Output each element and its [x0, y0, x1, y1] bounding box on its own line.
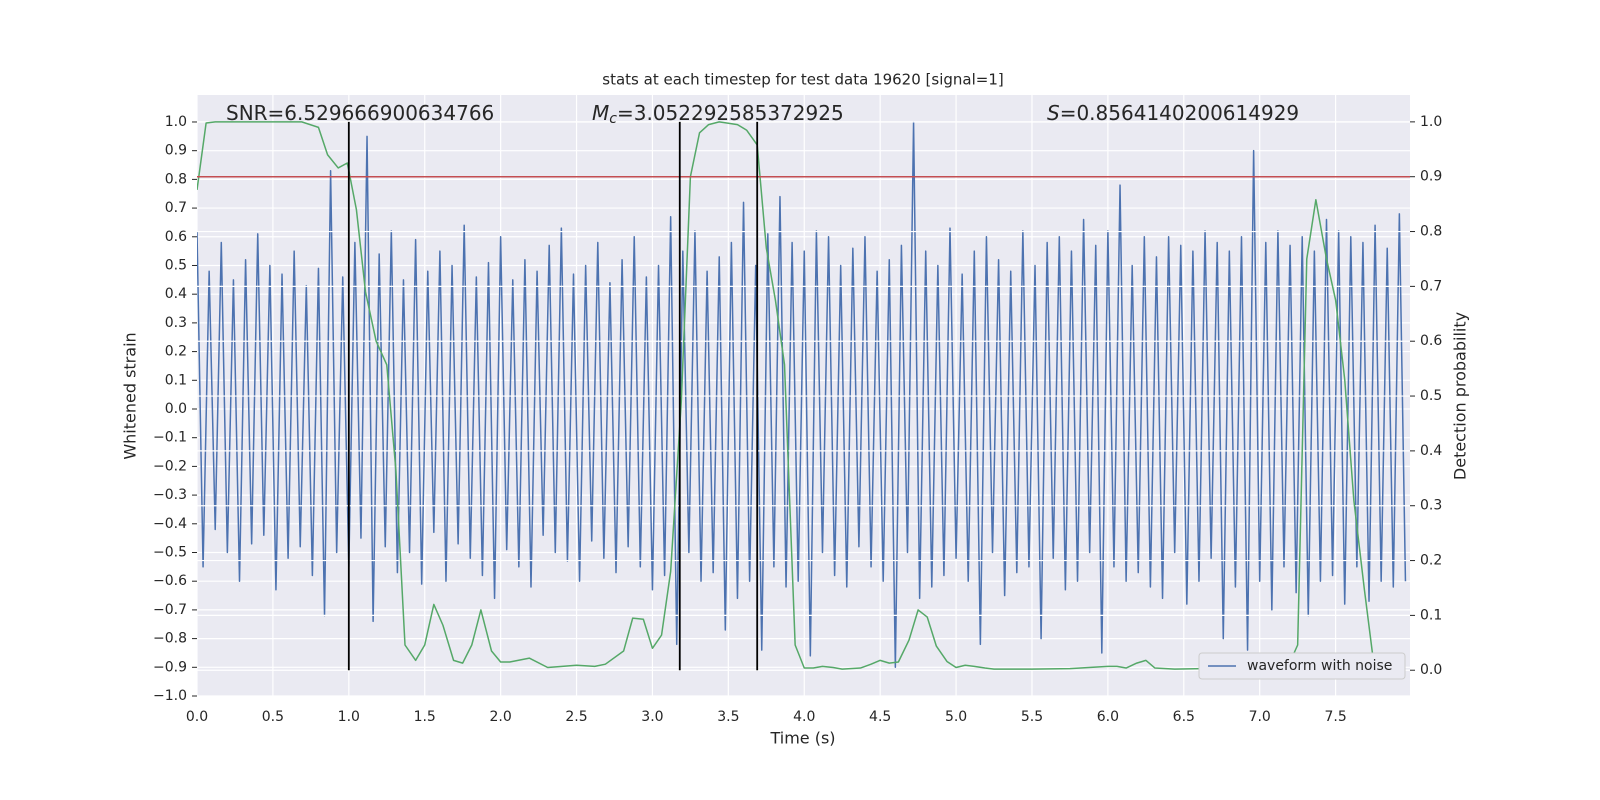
x-tick-label: 1.0 — [338, 709, 360, 725]
legend-label: waveform with noise — [1247, 658, 1392, 674]
x-tick-label: 7.5 — [1324, 709, 1346, 725]
annotation: SNR=6.529666900634766 — [226, 101, 494, 125]
y2-axis-label: Detection probability — [1451, 312, 1470, 480]
x-axis-label: Time (s) — [769, 729, 835, 748]
y-tick-label: −0.4 — [153, 516, 187, 532]
y-tick-label: 0.3 — [165, 315, 187, 331]
x-tick-label: 2.5 — [565, 709, 587, 725]
chart-title: stats at each timestep for test data 196… — [602, 71, 1003, 89]
legend: waveform with noise — [1198, 652, 1406, 680]
y-tick-label: −0.8 — [153, 631, 187, 647]
y-tick-label: −0.6 — [153, 573, 187, 589]
annotation-symbol: M — [592, 101, 609, 125]
y-tick-label: 0.8 — [165, 171, 187, 187]
y-tick-label: 0.6 — [165, 229, 187, 245]
y2-tick-label: 1.0 — [1420, 114, 1442, 130]
legend-box — [1198, 652, 1406, 680]
y-tick-label: −0.3 — [153, 487, 187, 503]
x-tick-label: 4.0 — [793, 709, 815, 725]
y2-tick-label: 0.8 — [1420, 224, 1442, 240]
x-tick-label: 6.0 — [1097, 709, 1119, 725]
y-tick-label: 0.2 — [165, 344, 187, 360]
y-tick-label: −0.5 — [153, 544, 187, 560]
plot-area — [197, 121, 1410, 671]
y-tick-label: −1.0 — [153, 688, 187, 704]
annotation-text: =0.8564140200614929 — [1060, 101, 1299, 125]
y2-tick-label: 0.0 — [1420, 662, 1442, 678]
y-tick-label: 0.4 — [165, 286, 187, 302]
annotation-text: =3.052292585372925 — [617, 101, 844, 125]
annotation: S=0.8564140200614929 — [1047, 101, 1299, 125]
y-tick-label: −0.9 — [153, 659, 187, 675]
y2-tick-label: 0.6 — [1420, 333, 1442, 349]
y-tick-label: 0.5 — [165, 257, 187, 273]
y2-tick-label: 0.3 — [1420, 498, 1442, 514]
x-tick-label: 2.0 — [489, 709, 511, 725]
x-tick-label: 7.0 — [1249, 709, 1271, 725]
y2-tick-label: 0.7 — [1420, 278, 1442, 294]
x-tick-label: 1.5 — [414, 709, 436, 725]
y-tick-label: −0.1 — [153, 430, 187, 446]
y-tick-label: 0.7 — [165, 200, 187, 216]
annotation-symbol: S — [1047, 101, 1060, 125]
annotation: Mc=3.052292585372925 — [592, 101, 844, 128]
y2-tick-label: 0.9 — [1420, 169, 1442, 185]
x-tick-label: 3.5 — [717, 709, 739, 725]
x-tick-label: 0.0 — [186, 709, 208, 725]
x-tick-label: 3.0 — [641, 709, 663, 725]
y2-tick-label: 0.5 — [1420, 388, 1442, 404]
annotation-subscript: c — [609, 111, 617, 127]
x-tick-label: 4.5 — [869, 709, 891, 725]
y2-tick-label: 0.1 — [1420, 607, 1442, 623]
x-tick-label: 0.5 — [262, 709, 284, 725]
x-tick-label: 5.5 — [1021, 709, 1043, 725]
y-tick-label: 0.0 — [165, 401, 187, 417]
x-tick-label: 5.0 — [945, 709, 967, 725]
y-tick-label: 1.0 — [165, 114, 187, 130]
annotation-text: SNR=6.529666900634766 — [226, 101, 494, 125]
y2-tick-label: 0.4 — [1420, 443, 1442, 459]
y-tick-label: −0.7 — [153, 602, 187, 618]
y-axis-label: Whitened strain — [121, 332, 140, 459]
y2-tick-label: 0.2 — [1420, 553, 1442, 569]
y-tick-label: −0.2 — [153, 458, 187, 474]
y-tick-label: 0.9 — [165, 143, 187, 159]
x-tick-label: 6.5 — [1173, 709, 1195, 725]
y-tick-label: 0.1 — [165, 372, 187, 388]
